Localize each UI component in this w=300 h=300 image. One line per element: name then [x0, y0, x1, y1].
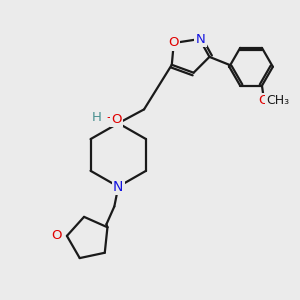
Text: CH₃: CH₃ — [266, 94, 290, 107]
Text: O: O — [111, 113, 122, 126]
Text: N: N — [113, 180, 124, 194]
Text: O: O — [169, 37, 179, 50]
Text: O: O — [52, 230, 62, 242]
Text: H: H — [92, 111, 101, 124]
Text: -: - — [106, 111, 111, 124]
Text: O: O — [259, 94, 269, 107]
Text: N: N — [196, 32, 206, 46]
